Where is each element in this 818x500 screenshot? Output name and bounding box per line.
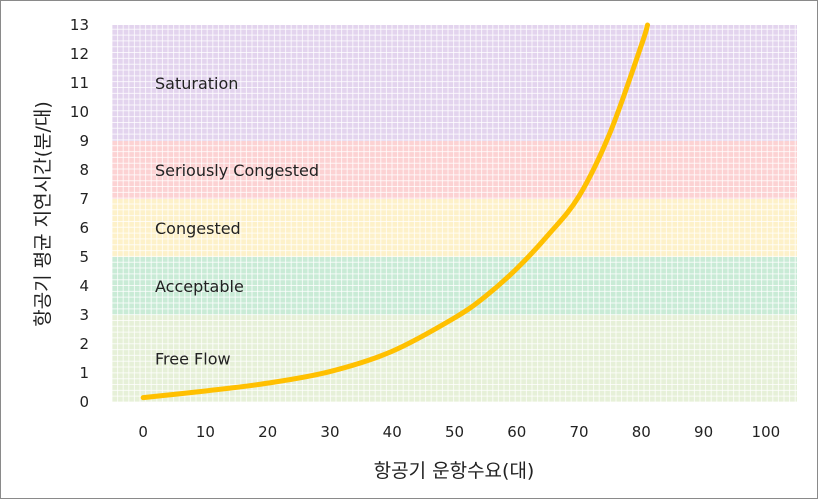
y-tick-10: 10	[70, 103, 89, 121]
x-axis-title: 항공기 운항수요(대)	[374, 460, 535, 482]
band-label-free-flow: Free Flow	[155, 350, 231, 369]
x-tick-90: 90	[694, 423, 713, 441]
band-label-saturation: Saturation	[155, 74, 238, 93]
band-label-congested: Congested	[155, 219, 241, 238]
y-tick-4: 4	[79, 277, 89, 295]
y-tick-0: 0	[79, 393, 89, 411]
x-tick-0: 0	[138, 423, 148, 441]
y-tick-9: 9	[79, 132, 89, 150]
band-labels: Free Flow Acceptable Congested Seriously Co…	[155, 74, 319, 369]
x-tick-20: 20	[258, 423, 277, 441]
band-label-seriously-congested: Seriously Congested	[155, 161, 319, 180]
y-tick-12: 12	[70, 45, 89, 63]
x-tick-10: 10	[196, 423, 215, 441]
y-tick-6: 6	[79, 219, 89, 237]
y-tick-11: 11	[70, 74, 89, 92]
x-tick-100: 100	[752, 423, 781, 441]
gridlines	[111, 25, 797, 403]
series-lines	[140, 22, 651, 401]
y-tick-5: 5	[79, 248, 89, 266]
x-tick-50: 50	[445, 423, 464, 441]
x-tick-40: 40	[383, 423, 402, 441]
y-tick-7: 7	[79, 190, 89, 208]
delay-curve-0	[140, 22, 651, 401]
y-tick-3: 3	[79, 306, 89, 324]
y-axis-title: 항공기 평균 지연시간(분/대)	[32, 101, 54, 327]
y-tick-1: 1	[79, 364, 89, 382]
x-tick-30: 30	[320, 423, 339, 441]
x-tick-labels: 0 10 20 30 40 50 60 70 80 90 100	[138, 423, 780, 441]
band-label-acceptable: Acceptable	[155, 277, 244, 296]
x-tick-80: 80	[632, 423, 651, 441]
y-tick-2: 2	[79, 335, 89, 353]
x-tick-60: 60	[507, 423, 526, 441]
y-tick-8: 8	[79, 161, 89, 179]
x-tick-70: 70	[569, 423, 588, 441]
y-tick-13: 13	[70, 16, 89, 34]
